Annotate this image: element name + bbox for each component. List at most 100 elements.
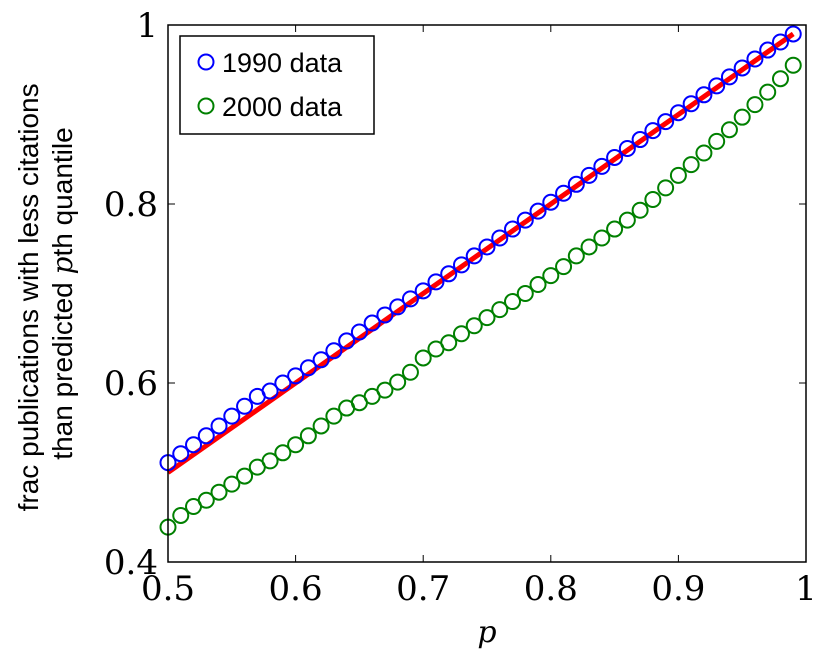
data-point-series-1 bbox=[376, 306, 394, 324]
data-point-series-1 bbox=[606, 148, 624, 166]
data-point-series-2 bbox=[720, 121, 738, 139]
data-point-series-1 bbox=[274, 374, 292, 392]
y-tick-label: 0.4 bbox=[104, 543, 158, 583]
data-point-series-1 bbox=[516, 211, 534, 229]
data-point-series-2 bbox=[631, 201, 649, 219]
data-point-series-1 bbox=[350, 323, 368, 341]
data-point-series-1 bbox=[312, 351, 330, 369]
data-point-series-1 bbox=[478, 238, 496, 256]
data-point-series-1 bbox=[325, 342, 343, 360]
data-point-series-1 bbox=[580, 166, 598, 184]
data-point-series-2 bbox=[389, 373, 407, 391]
data-point-series-2 bbox=[414, 349, 432, 367]
data-point-series-2 bbox=[593, 229, 611, 247]
data-point-series-1 bbox=[695, 86, 713, 104]
data-point-series-2 bbox=[261, 452, 279, 470]
axis-ticks-layer: 0.5 0.6 0.7 0.8 0.9 1 0.4 0.6 0.8 1 bbox=[104, 6, 817, 609]
data-point-series-1 bbox=[631, 131, 649, 149]
data-point-series-1 bbox=[657, 113, 675, 131]
data-point-series-2 bbox=[746, 96, 764, 114]
x-tick-label: 0.7 bbox=[396, 569, 450, 609]
data-point-series-1 bbox=[414, 282, 432, 300]
data-point-series-1 bbox=[363, 314, 381, 332]
data-point-series-1 bbox=[389, 298, 407, 316]
data-point-series-2 bbox=[504, 293, 522, 311]
data-point-series-2 bbox=[299, 427, 317, 445]
y-tick-label: 0.8 bbox=[104, 185, 158, 225]
data-point-series-2 bbox=[580, 238, 598, 256]
data-point-series-1 bbox=[197, 427, 215, 445]
data-point-series-2 bbox=[236, 467, 254, 485]
data-point-series-1 bbox=[567, 175, 585, 193]
x-axis-label: p bbox=[477, 615, 496, 650]
data-point-series-1 bbox=[401, 290, 419, 308]
data-point-series-1 bbox=[261, 382, 279, 400]
data-point-series-2 bbox=[771, 70, 789, 88]
data-point-series-1 bbox=[236, 397, 254, 415]
data-point-series-2 bbox=[376, 381, 394, 399]
legend: 1990 data 2000 data bbox=[179, 35, 375, 135]
data-point-series-1 bbox=[338, 332, 356, 350]
data-point-series-1 bbox=[771, 33, 789, 51]
data-point-series-2 bbox=[312, 417, 330, 435]
data-point-series-1 bbox=[299, 359, 317, 377]
data-point-series-2 bbox=[759, 83, 777, 101]
y-axis-label-line-2-prefix: than predicted bbox=[47, 274, 78, 459]
data-point-series-1 bbox=[644, 122, 662, 140]
legend-box bbox=[179, 35, 375, 135]
data-point-series-2 bbox=[452, 325, 470, 343]
data-point-series-1 bbox=[733, 59, 751, 77]
data-point-series-1 bbox=[720, 68, 738, 86]
y-axis-label: frac publications with less citations th… bbox=[13, 76, 79, 512]
data-point-series-1 bbox=[223, 407, 241, 425]
data-point-series-1 bbox=[784, 25, 802, 43]
data-point-series-2 bbox=[478, 309, 496, 327]
data-point-series-2 bbox=[644, 191, 662, 209]
data-point-series-2 bbox=[274, 444, 292, 462]
data-point-series-2 bbox=[401, 363, 419, 381]
data-point-series-1 bbox=[618, 140, 636, 158]
y-axis-label-line-2-variable: p bbox=[46, 256, 79, 274]
data-point-series-2 bbox=[618, 211, 636, 229]
data-point-series-2 bbox=[733, 108, 751, 126]
plot-frame bbox=[167, 24, 807, 563]
y-tick-label: 1 bbox=[136, 6, 158, 46]
data-point-series-1 bbox=[185, 436, 203, 454]
data-point-series-1 bbox=[440, 265, 458, 283]
data-point-series-2 bbox=[555, 258, 573, 276]
data-point-series-2 bbox=[197, 491, 215, 509]
data-point-series-1 bbox=[287, 367, 305, 385]
data-point-series-2 bbox=[542, 267, 560, 285]
data-point-series-1 bbox=[669, 104, 687, 122]
data-point-series-2 bbox=[606, 220, 624, 238]
data-point-series-1 bbox=[427, 273, 445, 291]
data-point-series-1 bbox=[491, 229, 509, 247]
data-points-layer bbox=[159, 25, 802, 536]
data-point-series-2 bbox=[695, 144, 713, 162]
data-point-series-2 bbox=[657, 179, 675, 197]
data-point-series-1 bbox=[504, 220, 522, 238]
data-point-series-2 bbox=[516, 285, 534, 302]
data-point-series-2 bbox=[325, 407, 343, 425]
data-point-series-2 bbox=[708, 132, 726, 150]
data-point-series-2 bbox=[669, 166, 687, 184]
data-point-series-2 bbox=[223, 475, 241, 493]
legend-label-2000: 2000 data bbox=[222, 92, 343, 122]
data-point-series-1 bbox=[542, 193, 560, 211]
data-point-series-1 bbox=[210, 417, 228, 435]
data-point-series-1 bbox=[465, 247, 483, 265]
data-point-series-2 bbox=[529, 276, 547, 294]
data-point-series-2 bbox=[210, 483, 228, 501]
legend-marker-1990 bbox=[197, 53, 215, 71]
data-point-series-1 bbox=[593, 157, 611, 175]
data-point-series-2 bbox=[440, 334, 458, 352]
x-tick-label: 0.6 bbox=[269, 569, 323, 609]
x-tick-label: 1 bbox=[795, 569, 817, 609]
data-point-series-1 bbox=[708, 77, 726, 95]
data-point-series-2 bbox=[491, 301, 509, 319]
data-point-series-1 bbox=[452, 256, 470, 274]
legend-marker-2000 bbox=[197, 97, 215, 115]
data-point-series-1 bbox=[746, 50, 764, 68]
data-point-series-1 bbox=[759, 41, 777, 59]
